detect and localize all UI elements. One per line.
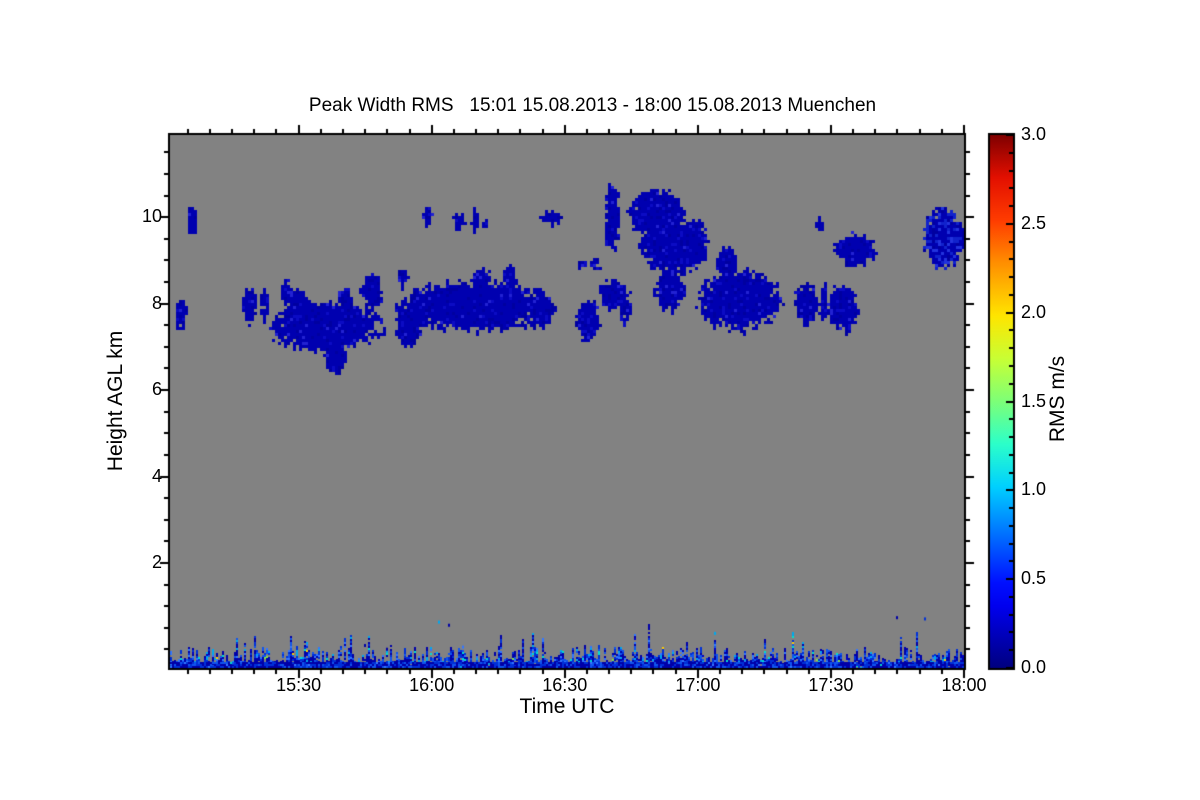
- x-tick-label: 16:30: [542, 675, 588, 695]
- colorbar-tick-label: 0.5: [1021, 568, 1047, 589]
- y-tick-label: 4: [151, 465, 162, 486]
- colorbar-tick-label: 3.0: [1021, 124, 1047, 144]
- x-tick-label: 17:30: [808, 675, 854, 695]
- y-tick-label: 8: [151, 292, 162, 313]
- x-tick-label: 15:30: [276, 675, 322, 695]
- colorbar-tick-label: 1.0: [1021, 479, 1047, 500]
- y-axis-title: Height AGL km: [104, 330, 127, 472]
- y-tick-label: 10: [141, 206, 162, 227]
- y-tick-label: 6: [151, 379, 162, 400]
- y-tick-label: 2: [151, 551, 162, 572]
- chart-title: Peak Width RMS 15:01 15.08.2013 - 18:00 …: [308, 95, 877, 116]
- x-tick-label: 18:00: [941, 675, 987, 695]
- colorbar-tick-label: 2.0: [1021, 301, 1047, 322]
- colorbar-tick-label: 2.5: [1021, 212, 1047, 233]
- x-tick-label: 16:00: [409, 675, 455, 695]
- x-axis-title: Time UTC: [519, 695, 615, 718]
- colorbar-tick-label: 0.0: [1021, 657, 1047, 677]
- colorbar-tick-label: 1.5: [1021, 390, 1047, 411]
- x-tick-label: 17:00: [675, 675, 721, 695]
